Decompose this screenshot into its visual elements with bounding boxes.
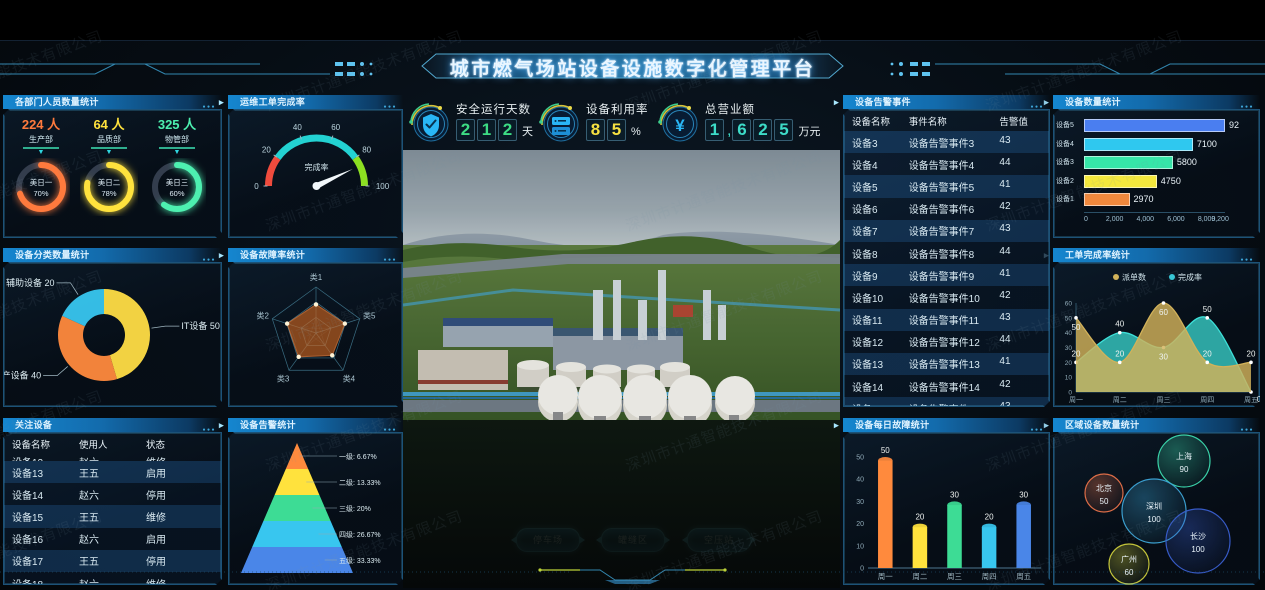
svg-text:周四: 周四 (1200, 396, 1214, 404)
svg-text:完成率: 完成率 (1178, 272, 1202, 282)
svg-text:50: 50 (1072, 323, 1081, 332)
svg-text:78%: 78% (101, 189, 116, 198)
svg-text:美日三: 美日三 (166, 177, 189, 187)
svg-text:10: 10 (1065, 375, 1073, 382)
svg-text:0: 0 (1068, 390, 1072, 397)
svg-text:30: 30 (950, 490, 959, 499)
svg-text:一级: 6.67%: 一级: 6.67% (339, 452, 377, 461)
svg-text:长沙: 长沙 (1190, 531, 1206, 541)
svg-text:派单数: 派单数 (1122, 272, 1146, 282)
svg-text:60: 60 (331, 123, 340, 132)
svg-text:0: 0 (1257, 395, 1261, 404)
svg-text:生产设备 40: 生产设备 40 (4, 370, 41, 381)
svg-text:10: 10 (856, 543, 864, 550)
svg-text:20: 20 (856, 521, 864, 528)
svg-text:50: 50 (856, 455, 864, 462)
svg-text:30: 30 (856, 499, 864, 506)
svg-text:50: 50 (1065, 315, 1073, 322)
svg-text:IT设备 50: IT设备 50 (181, 320, 220, 331)
svg-text:40: 40 (856, 477, 864, 484)
svg-text:50: 50 (1203, 305, 1212, 314)
svg-text:70%: 70% (33, 189, 48, 198)
svg-text:20: 20 (1247, 349, 1256, 358)
svg-text:美日二: 美日二 (98, 177, 121, 187)
svg-text:20: 20 (985, 513, 994, 522)
svg-text:20: 20 (262, 146, 271, 155)
svg-text:20: 20 (915, 513, 924, 522)
svg-text:60%: 60% (169, 189, 184, 198)
svg-text:上海: 上海 (1176, 451, 1192, 461)
svg-text:周一: 周一 (1069, 396, 1083, 404)
svg-text:20: 20 (1065, 360, 1073, 367)
svg-text:类4: 类4 (343, 373, 356, 383)
svg-text:完成率: 完成率 (305, 162, 329, 172)
svg-text:四级: 26.67%: 四级: 26.67% (339, 530, 381, 539)
svg-text:20: 20 (1203, 349, 1212, 358)
svg-text:三级: 20%: 三级: 20% (339, 504, 371, 513)
svg-text:类5: 类5 (363, 311, 376, 321)
svg-text:0: 0 (254, 182, 259, 191)
svg-text:30: 30 (1159, 353, 1168, 362)
svg-text:100: 100 (1147, 515, 1161, 524)
svg-text:30: 30 (1019, 490, 1028, 499)
svg-text:100: 100 (1191, 545, 1205, 554)
svg-text:美日一: 美日一 (30, 177, 53, 187)
svg-text:类1: 类1 (310, 272, 323, 282)
svg-text:40: 40 (293, 123, 302, 132)
svg-text:二级: 13.33%: 二级: 13.33% (339, 478, 381, 487)
svg-text:100: 100 (376, 182, 390, 191)
svg-text:20: 20 (1115, 349, 1124, 358)
svg-text:80: 80 (362, 146, 371, 155)
svg-text:40: 40 (1115, 320, 1124, 329)
svg-text:周三: 周三 (1157, 396, 1171, 404)
svg-text:60: 60 (1159, 308, 1168, 317)
svg-text:深圳: 深圳 (1146, 501, 1162, 511)
svg-text:类2: 类2 (257, 311, 270, 321)
svg-text:周二: 周二 (1113, 396, 1127, 404)
svg-text:90: 90 (1180, 465, 1189, 474)
svg-text:北京: 北京 (1096, 483, 1112, 493)
svg-text:50: 50 (881, 446, 890, 455)
svg-text:50: 50 (1100, 497, 1109, 506)
svg-text:类3: 类3 (277, 373, 290, 383)
svg-text:20: 20 (1072, 349, 1081, 358)
svg-text:60: 60 (1065, 301, 1073, 308)
svg-text:辅助设备 20: 辅助设备 20 (6, 277, 55, 288)
